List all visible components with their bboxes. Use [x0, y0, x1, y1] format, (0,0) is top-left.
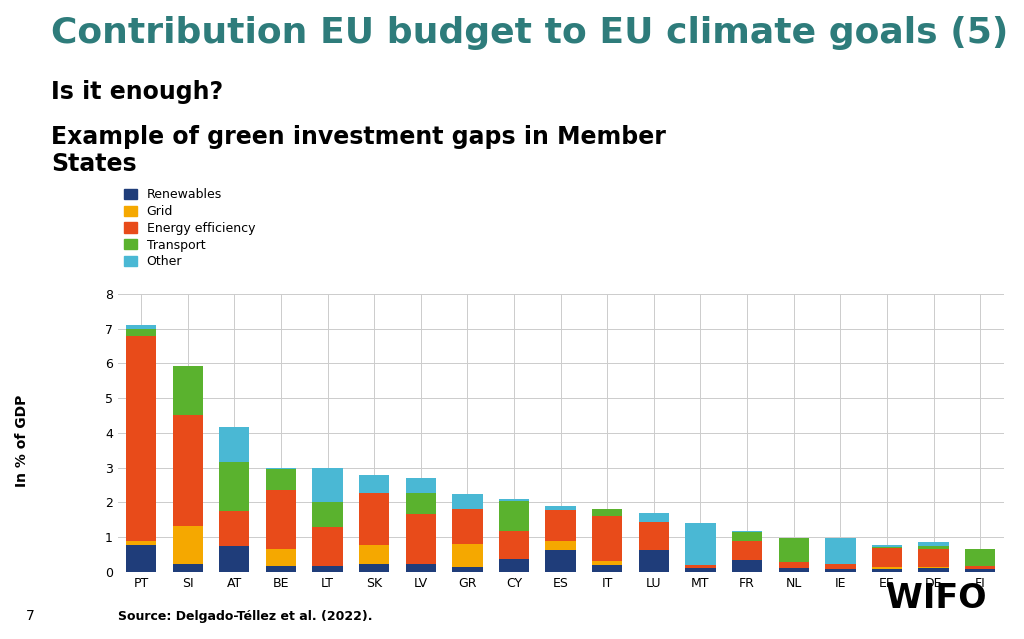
Bar [219, 546, 250, 572]
Bar [685, 523, 716, 565]
Bar [219, 511, 250, 546]
Bar [871, 545, 902, 546]
Bar [825, 564, 855, 569]
Bar [965, 569, 995, 572]
Bar [919, 569, 949, 572]
Bar [546, 541, 575, 550]
Bar [359, 493, 389, 545]
Bar [685, 565, 716, 569]
Text: Is it enough?: Is it enough? [51, 80, 223, 104]
Bar [871, 567, 902, 569]
Bar [499, 499, 529, 502]
Bar [126, 336, 157, 541]
Bar [266, 470, 296, 490]
Bar [266, 550, 296, 566]
Bar [732, 532, 762, 541]
Bar [546, 506, 575, 510]
Bar [172, 564, 203, 572]
Bar [453, 544, 482, 567]
Bar [453, 495, 482, 509]
Bar [126, 325, 157, 329]
Text: Example of green investment gaps in Member
States: Example of green investment gaps in Memb… [51, 125, 666, 176]
Bar [919, 550, 949, 567]
Legend: Renewables, Grid, Energy efficiency, Transport, Other: Renewables, Grid, Energy efficiency, Tra… [124, 189, 255, 268]
Bar [825, 538, 855, 564]
Bar [406, 493, 436, 514]
Bar [639, 550, 669, 572]
Bar [359, 545, 389, 564]
Bar [172, 366, 203, 415]
Bar [546, 510, 575, 541]
Bar [778, 569, 809, 572]
Bar [778, 562, 809, 569]
Bar [965, 566, 995, 569]
Bar [453, 567, 482, 572]
Bar [871, 548, 902, 567]
Bar [778, 538, 809, 562]
Text: In % of GDP: In % of GDP [15, 395, 30, 487]
Text: WIFO: WIFO [886, 581, 986, 615]
Bar [639, 513, 669, 522]
Bar [825, 569, 855, 572]
Text: Contribution EU budget to EU climate goals (5): Contribution EU budget to EU climate goa… [51, 16, 1009, 50]
Bar [732, 541, 762, 560]
Bar [172, 415, 203, 526]
Bar [266, 566, 296, 572]
Bar [592, 565, 623, 572]
Bar [219, 463, 250, 511]
Bar [359, 475, 389, 493]
Bar [219, 427, 250, 463]
Bar [592, 516, 623, 561]
Bar [732, 531, 762, 532]
Bar [266, 468, 296, 470]
Bar [312, 502, 343, 527]
Text: 7: 7 [26, 609, 35, 623]
Bar [406, 564, 436, 572]
Bar [871, 546, 902, 548]
Bar [312, 468, 343, 502]
Bar [359, 564, 389, 572]
Bar [126, 329, 157, 336]
Bar [406, 478, 436, 493]
Bar [499, 502, 529, 531]
Bar [312, 566, 343, 572]
Bar [546, 550, 575, 572]
Bar [732, 560, 762, 572]
Bar [453, 509, 482, 544]
Bar [312, 527, 343, 566]
Bar [639, 522, 669, 550]
Bar [685, 569, 716, 572]
Bar [919, 567, 949, 569]
Bar [871, 569, 902, 572]
Text: Source: Delgado-Téllez et al. (2022).: Source: Delgado-Téllez et al. (2022). [118, 610, 373, 623]
Bar [965, 549, 995, 566]
Bar [172, 526, 203, 564]
Bar [499, 558, 529, 572]
Bar [499, 531, 529, 558]
Bar [592, 509, 623, 516]
Bar [126, 541, 157, 545]
Bar [406, 514, 436, 564]
Bar [919, 546, 949, 550]
Bar [266, 490, 296, 550]
Bar [592, 561, 623, 565]
Bar [126, 545, 157, 572]
Bar [919, 543, 949, 546]
